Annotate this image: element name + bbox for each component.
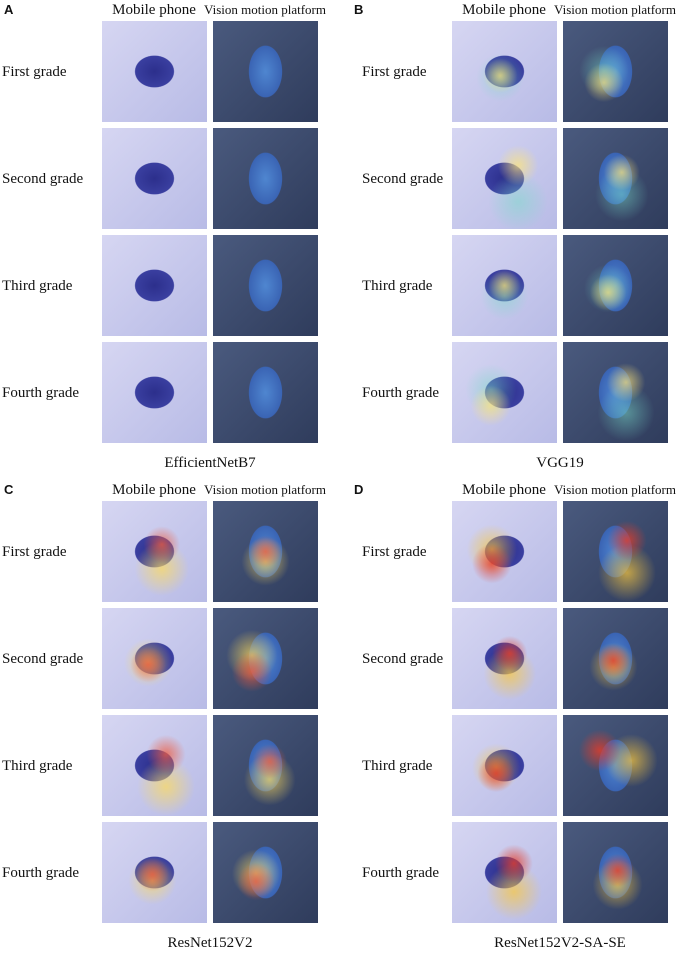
heatmap-image — [452, 235, 557, 336]
heatmap-image — [213, 342, 318, 443]
heatmap-image — [213, 128, 318, 229]
panel-letter: C — [4, 482, 14, 497]
heatmap-image — [563, 342, 668, 443]
heatmap-image — [452, 715, 557, 816]
panel-letter: B — [354, 2, 364, 17]
column-header: Mobile phone — [112, 2, 196, 18]
row-label: Third grade — [2, 278, 73, 294]
panel-caption: ResNet152V2 — [167, 935, 253, 951]
column-header: Mobile phone — [462, 482, 546, 498]
heatmap-image — [563, 235, 668, 336]
row-label: Second grade — [2, 171, 84, 187]
column-header: Mobile phone — [462, 2, 546, 18]
heatmap-image — [452, 342, 557, 443]
panel-letter: A — [4, 2, 14, 17]
row-label: First grade — [2, 64, 67, 80]
panel-caption: VGG19 — [536, 455, 584, 471]
row-label: Fourth grade — [362, 865, 440, 881]
row-label: Third grade — [362, 758, 433, 774]
heatmap-image — [102, 822, 207, 923]
column-header: Mobile phone — [112, 482, 196, 498]
heatmap-image — [102, 608, 207, 709]
heatmap-image — [102, 342, 207, 443]
row-label: Second grade — [362, 651, 444, 667]
row-label: Fourth grade — [362, 385, 440, 401]
heatmap-image — [102, 128, 207, 229]
heatmap-image — [563, 822, 668, 923]
heatmap-image — [213, 715, 318, 816]
heatmap-image — [452, 822, 557, 923]
heatmap-image — [213, 235, 318, 336]
heatmap-image — [563, 608, 668, 709]
heatmap-image — [213, 608, 318, 709]
column-header: Vision motion platform — [204, 482, 326, 497]
heatmap-image — [102, 715, 207, 816]
heatmap-image — [563, 128, 668, 229]
heatmap-image — [102, 235, 207, 336]
row-label: Third grade — [2, 758, 73, 774]
row-label: Fourth grade — [2, 385, 80, 401]
row-label: Third grade — [362, 278, 433, 294]
heatmap-image — [452, 501, 557, 602]
heatmap-image — [563, 21, 668, 122]
row-label: Second grade — [362, 171, 444, 187]
heatmap-image — [213, 501, 318, 602]
heatmap-image — [102, 21, 207, 122]
column-header: Vision motion platform — [554, 482, 676, 497]
panel-caption: ResNet152V2-SA-SE — [494, 935, 626, 951]
row-label: First grade — [362, 544, 427, 560]
heatmap-image — [452, 128, 557, 229]
heatmap-image — [563, 715, 668, 816]
heatmap-image — [102, 501, 207, 602]
heatmap-image — [452, 608, 557, 709]
panel-caption: EfficientNetB7 — [164, 455, 256, 471]
column-header: Vision motion platform — [554, 2, 676, 17]
panel-letter: D — [354, 482, 364, 497]
row-label: First grade — [362, 64, 427, 80]
heatmap-image — [213, 822, 318, 923]
row-label: Fourth grade — [2, 865, 80, 881]
row-label: Second grade — [2, 651, 84, 667]
heatmap-image — [213, 21, 318, 122]
row-label: First grade — [2, 544, 67, 560]
heatmap-image — [563, 501, 668, 602]
heatmap-image — [452, 21, 557, 122]
column-header: Vision motion platform — [204, 2, 326, 17]
